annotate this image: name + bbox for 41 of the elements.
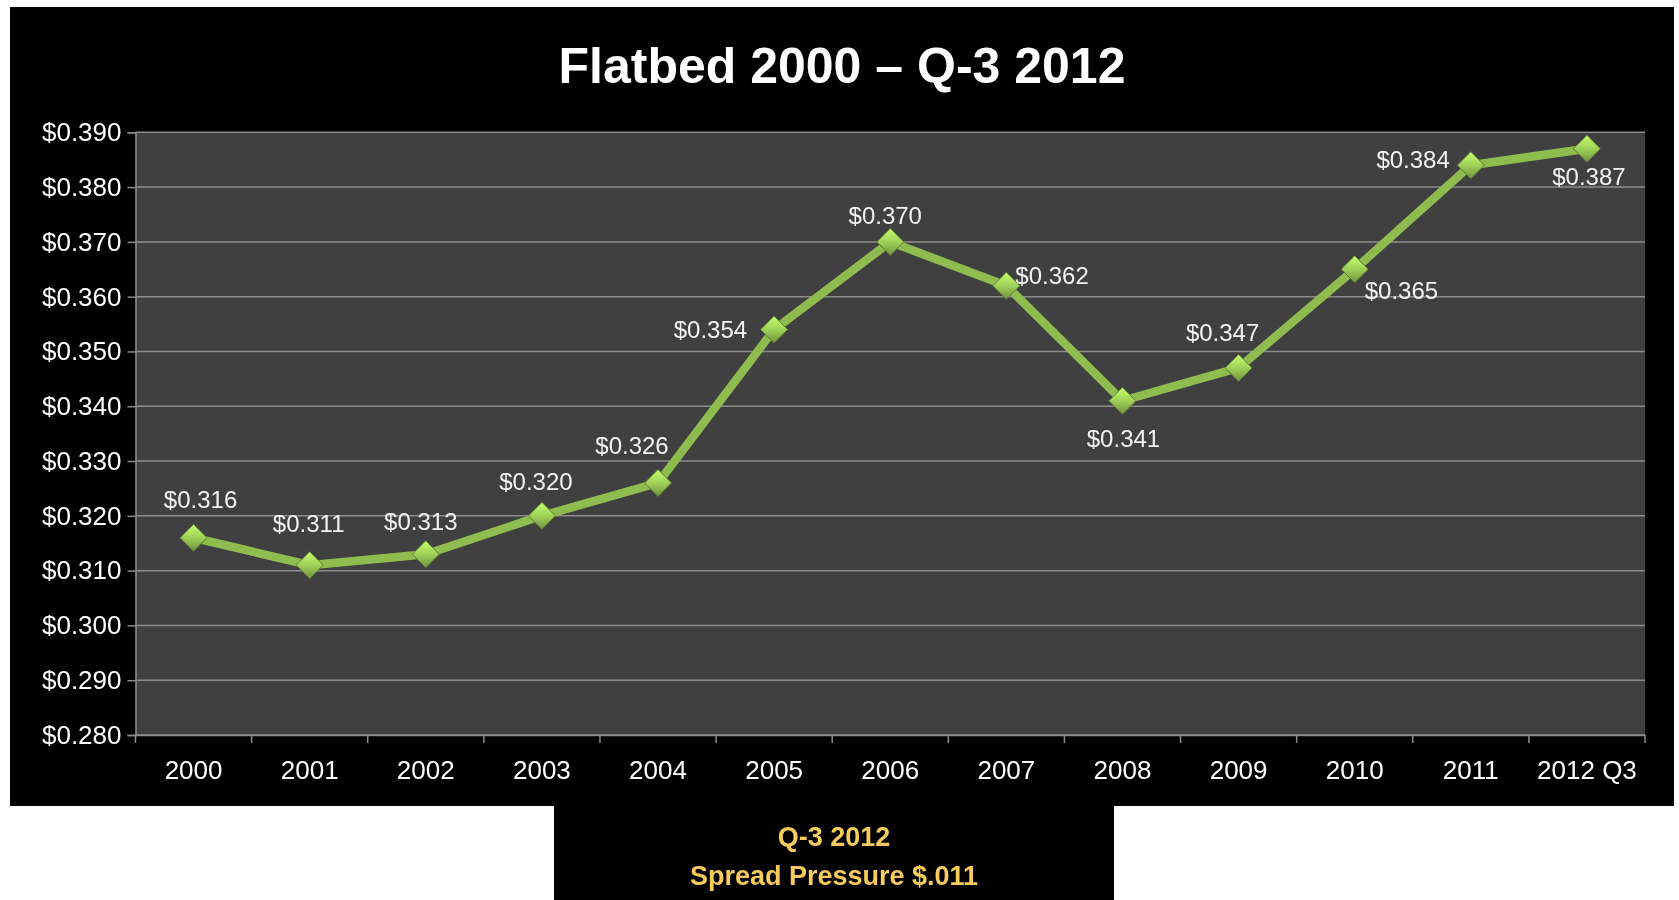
- data-label: $0.347: [1185, 319, 1260, 347]
- data-label: $0.341: [1086, 425, 1161, 453]
- data-label: $0.365: [1364, 276, 1439, 304]
- x-tick-label: 2010: [1325, 755, 1384, 786]
- chart-title: Flatbed 2000 – Q-3 2012: [558, 38, 1126, 94]
- text: Spread Pressure $.011: [689, 861, 979, 891]
- x-tick-label: 2007: [977, 755, 1036, 786]
- data-label: $0.311: [272, 509, 345, 537]
- x-tick-label: 2009: [1209, 755, 1268, 786]
- y-tick-label: $0.340: [41, 391, 122, 422]
- y-tick-label: $0.280: [41, 719, 122, 750]
- x-tick-label: 2003: [512, 755, 571, 786]
- y-tick-label: $0.300: [41, 610, 122, 641]
- data-label: $0.326: [595, 432, 669, 460]
- data-label: $0.370: [848, 202, 922, 230]
- x-tick-label: 2005: [745, 755, 804, 786]
- data-label: $0.362: [1015, 262, 1089, 290]
- y-tick-label: $0.390: [41, 117, 122, 148]
- y-tick-label: $0.330: [41, 445, 122, 476]
- x-tick-label: 2006: [861, 755, 920, 786]
- text: Q-3 2012: [777, 822, 891, 852]
- x-tick-label: 2002: [396, 755, 455, 786]
- x-tick-label: 2000: [164, 755, 223, 786]
- y-tick-label: $0.350: [41, 336, 122, 367]
- y-tick-label: $0.370: [41, 226, 122, 257]
- x-tick-label: 2001: [280, 755, 339, 786]
- data-label: $0.316: [163, 486, 238, 514]
- x-tick-label: 2004: [629, 755, 687, 786]
- x-tick-label: 2008: [1093, 755, 1152, 786]
- data-label: $0.387: [1552, 163, 1626, 191]
- y-tick-label: $0.360: [41, 281, 122, 312]
- data-label: $0.354: [673, 316, 748, 344]
- data-label: $0.384: [1376, 145, 1450, 173]
- x-tick-label: 2012 Q3: [1537, 755, 1637, 786]
- y-tick-label: $0.310: [41, 555, 122, 586]
- y-tick-label: $0.380: [41, 171, 122, 202]
- x-tick-label: 2011: [1442, 755, 1499, 786]
- y-tick-label: $0.290: [41, 665, 122, 696]
- y-tick-label: $0.320: [41, 500, 122, 531]
- data-label: $0.313: [384, 507, 458, 535]
- data-label: $0.320: [499, 468, 573, 496]
